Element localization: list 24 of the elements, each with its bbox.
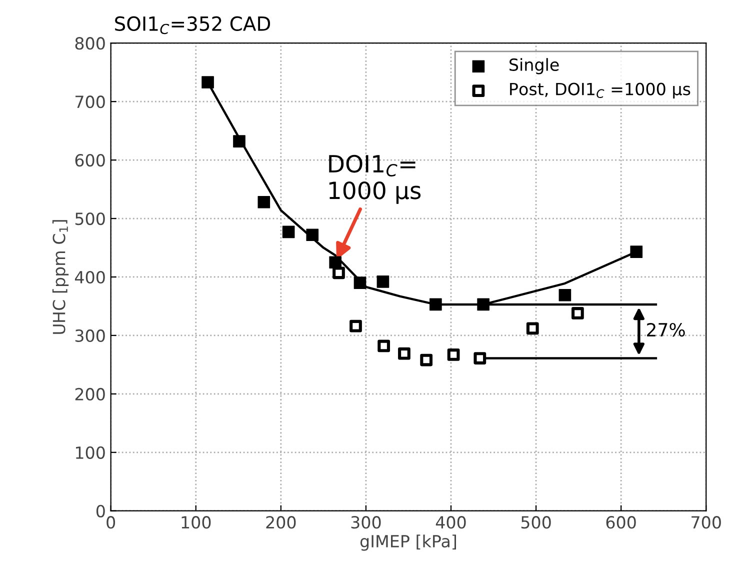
y-tick-label: 0 (96, 504, 105, 518)
x-tick-label: 600 (606, 516, 636, 529)
y-tick-label: 400 (74, 270, 105, 284)
chart-title: SOI1$_{C}$=352 CAD (115, 16, 270, 34)
annotation: 27% (647, 322, 685, 337)
y-tick-label: 600 (75, 154, 105, 167)
legend-label: Post, DOI1$_{C}$ =1000 µs (510, 82, 690, 99)
y-tick-label: 700 (76, 96, 105, 108)
y-axis-title: UHC [ppm C$_{1}$] (52, 220, 69, 334)
annotation: DOI1$_{C}$= 1000 µs (329, 154, 421, 204)
y-tick-label: 200 (75, 388, 105, 400)
x-tick-label: 300 (351, 516, 381, 529)
y-tick-label: 100 (76, 446, 105, 459)
x-tick-label: 700 (692, 516, 721, 529)
x-tick-label: 400 (436, 516, 466, 529)
x-tick-label: 500 (521, 516, 551, 529)
y-tick-label: 500 (75, 212, 105, 226)
x-tick-label: 200 (266, 516, 296, 529)
x-tick-label: 0 (106, 516, 116, 529)
x-tick-label: 100 (182, 516, 211, 529)
x-axis-title: gIMEP [kPa] (360, 534, 456, 551)
y-tick-label: 300 (75, 329, 105, 342)
y-tick-label: 800 (75, 37, 105, 50)
legend-label: Single (510, 58, 559, 74)
